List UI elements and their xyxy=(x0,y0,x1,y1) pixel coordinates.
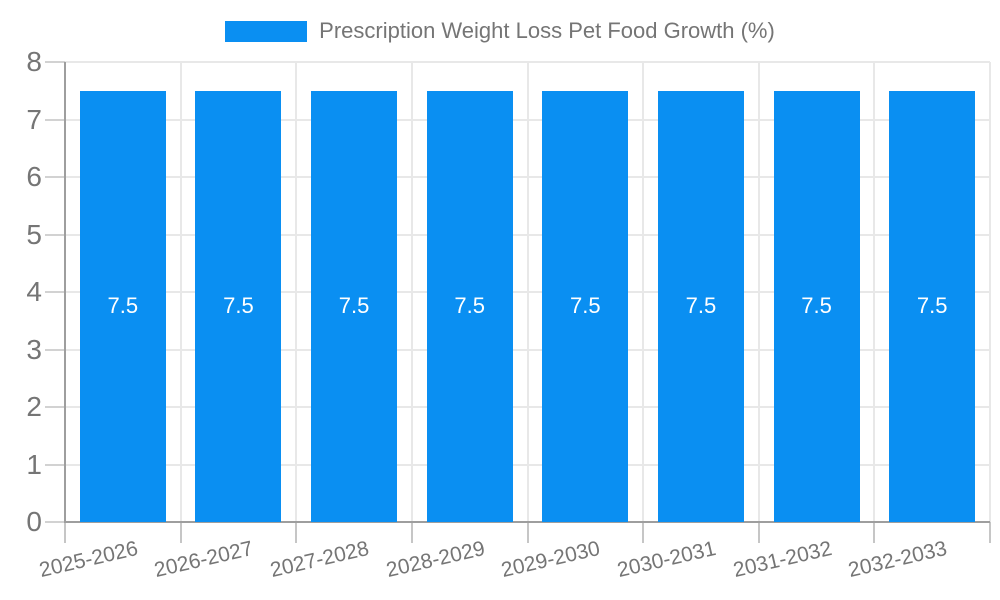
x-axis-tick xyxy=(64,522,66,543)
y-axis-tick xyxy=(45,61,65,63)
bar-value-label: 7.5 xyxy=(107,293,139,319)
bar: 7.5 xyxy=(195,90,282,522)
x-axis-tick xyxy=(410,522,413,543)
y-axis-tick-label: 5 xyxy=(26,218,42,250)
x-axis-tick xyxy=(642,522,645,543)
y-axis-tick xyxy=(45,176,65,178)
bar-value-label: 7.5 xyxy=(801,293,832,319)
y-axis-tick xyxy=(45,118,65,121)
y-axis-tick xyxy=(45,463,65,466)
y-axis-tick-label: 7 xyxy=(26,103,42,135)
bar: 7.5 xyxy=(773,90,860,522)
bar-value-label: 7.5 xyxy=(223,293,254,319)
bar-value-label: 7.5 xyxy=(685,293,717,319)
gridline-vertical xyxy=(179,62,182,522)
bar: 7.5 xyxy=(426,90,513,522)
y-axis-tick-label: 2 xyxy=(26,391,42,422)
x-axis-tick xyxy=(757,522,760,543)
bar-value-label: 7.5 xyxy=(570,293,601,319)
y-axis-line xyxy=(64,62,66,523)
bar: 7.5 xyxy=(657,90,744,522)
x-axis-line xyxy=(65,521,990,523)
gridline-vertical xyxy=(642,62,645,522)
legend: Prescription Weight Loss Pet Food Growth… xyxy=(0,18,1000,44)
y-axis-tick xyxy=(45,348,65,351)
bar-value-label: 7.5 xyxy=(916,293,948,319)
gridline-vertical xyxy=(757,62,760,522)
y-axis-tick-label: 0 xyxy=(26,506,42,537)
gridline-vertical xyxy=(410,62,413,522)
bar: 7.5 xyxy=(311,90,398,522)
y-axis-tick-label: 4 xyxy=(26,276,42,307)
y-axis-tick xyxy=(45,406,65,408)
x-axis-tick xyxy=(989,522,991,543)
y-axis-tick-label: 8 xyxy=(26,46,42,77)
bar: 7.5 xyxy=(889,90,976,522)
bar-value-label: 7.5 xyxy=(454,293,485,319)
bar: 7.5 xyxy=(79,90,166,522)
gridline-vertical xyxy=(873,62,876,522)
bar: 7.5 xyxy=(542,90,629,522)
legend-item[interactable]: Prescription Weight Loss Pet Food Growth… xyxy=(225,18,775,44)
gridline-vertical xyxy=(526,62,529,522)
y-axis-tick xyxy=(45,291,65,293)
x-axis-tick xyxy=(526,522,529,543)
x-axis-tick xyxy=(179,522,182,543)
bar-value-label: 7.5 xyxy=(338,293,370,319)
y-axis-tick xyxy=(45,233,65,236)
legend-swatch-icon xyxy=(225,20,308,42)
gridline-vertical xyxy=(295,62,298,522)
y-axis-tick xyxy=(45,521,65,523)
y-axis-tick-label: 3 xyxy=(26,333,42,365)
gridline-vertical xyxy=(989,62,991,522)
y-axis-tick-label: 6 xyxy=(26,161,42,192)
legend-label: Prescription Weight Loss Pet Food Growth… xyxy=(319,18,775,43)
y-axis-tick-label: 1 xyxy=(26,448,42,480)
x-axis-tick xyxy=(873,522,876,543)
x-axis-tick xyxy=(295,522,298,543)
